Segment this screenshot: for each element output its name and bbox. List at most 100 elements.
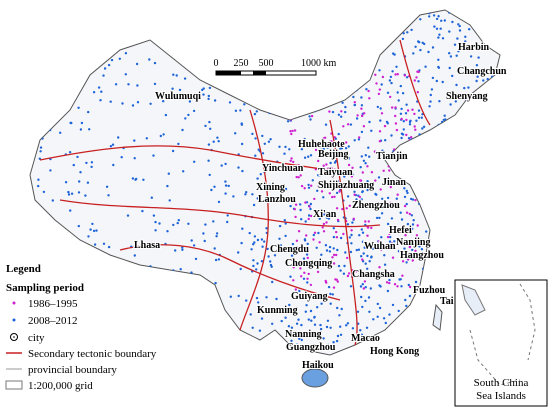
sample-point [502,79,504,81]
sample-point [372,41,375,44]
sample-point [293,208,296,211]
sample-point [406,191,409,195]
city-label: Lanzhou [258,194,296,205]
sample-point [205,32,208,35]
sample-point [89,228,92,231]
sample-point [404,234,407,237]
scale-label: 1000 km [301,58,337,69]
sample-point [391,106,394,109]
sample-point [399,165,402,168]
sample-point [309,118,312,121]
sample-point [249,313,252,316]
sample-point [241,169,244,173]
sample-point [422,125,426,128]
sample-point [30,191,33,194]
sample-point [346,123,350,126]
sample-point [375,193,378,196]
sample-point [261,134,264,138]
sample-point [37,178,40,181]
sample-point [431,46,435,49]
sample-point [121,102,124,105]
sample-point [195,306,198,310]
sample-point [175,74,178,77]
sample-point [224,180,227,183]
sample-point [254,154,257,157]
sample-point [81,21,85,24]
sample-point [368,97,371,100]
sample-point [304,310,307,313]
sample-point [303,137,306,141]
sample-point [329,150,332,153]
sample-point [206,75,209,78]
sample-point [490,224,493,228]
sample-point [302,257,306,260]
sample-point [386,235,390,239]
sample-point [420,161,423,164]
sample-point [149,102,152,106]
sample-point [346,322,350,325]
sample-point [382,317,386,320]
sample-point [251,193,254,196]
sample-point [424,65,427,68]
sample-point [438,209,441,212]
sample-point [294,203,298,206]
sample-point [313,197,316,201]
sample-point [378,88,381,91]
sample-point [503,57,505,59]
sample-point [394,106,397,109]
sample-point [450,234,453,238]
sample-point [333,356,335,358]
sample-point [373,38,376,41]
sample-point [405,76,409,79]
sample-point [410,152,413,155]
sample-point [377,39,380,42]
sample-point [307,272,310,276]
sample-point [361,283,364,286]
sample-point [354,26,357,30]
sample-point [464,35,467,38]
tectonic-boundaries [39,39,431,346]
sample-point [394,169,397,172]
city-label: Fuzhou [413,285,446,296]
sample-point [309,309,313,313]
sample-point [325,325,329,329]
sample-point [430,153,433,157]
sample-point [307,186,311,189]
fault-line [119,244,341,301]
sample-point [213,185,216,188]
sample-point [289,130,292,133]
fault-line [399,39,431,126]
sample-point [261,35,264,39]
sample-point [104,344,107,347]
sample-point [30,55,33,58]
sample-point [164,97,168,100]
sample-point [389,95,392,99]
sample-point [502,44,504,46]
city-label: Harbin [458,42,490,53]
sample-point [434,181,437,185]
sample-point [365,64,368,67]
sample-point [207,159,210,162]
sample-point [273,184,276,188]
sample-point [389,22,392,25]
sample-point [349,285,353,288]
sample-point [346,256,349,260]
inset-label: Sea Islands [476,390,526,402]
sample-point [142,178,145,181]
sample-point [132,344,136,348]
sample-point [456,69,459,73]
sample-point [252,203,256,207]
sample-point [251,132,254,136]
sample-point [483,167,486,170]
sample-point [224,184,228,187]
sample-point [192,244,196,247]
sample-point [115,10,118,13]
sample-point [206,74,210,77]
sample-point [413,79,416,82]
sample-point [175,310,179,313]
sample-point [297,230,301,233]
sample-point [487,192,491,195]
sample-point [408,294,412,298]
sample-point [482,79,485,82]
sample-point [107,63,111,67]
